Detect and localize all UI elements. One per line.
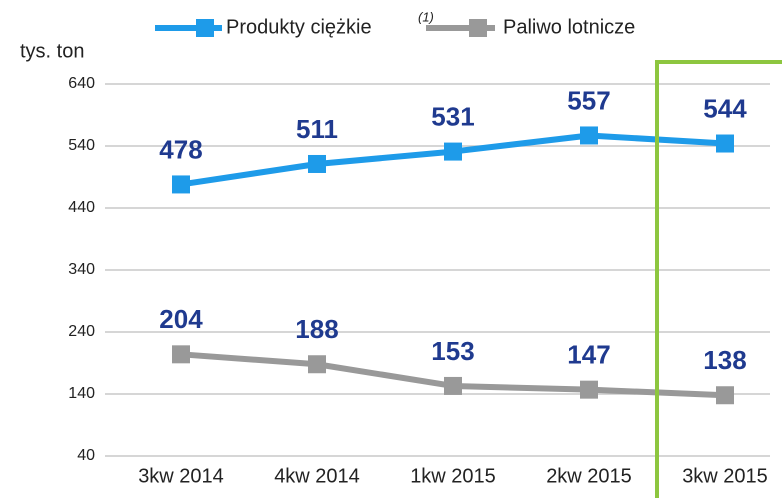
legend-label: Produkty ciężkie (226, 16, 372, 38)
marker (444, 142, 462, 161)
legend-superscript: (1) (418, 9, 434, 24)
marker (308, 154, 326, 173)
y-tick-label: 40 (77, 447, 95, 464)
data-label: 138 (703, 345, 746, 375)
marker (716, 386, 734, 405)
marker (716, 134, 734, 153)
data-label: 478 (159, 134, 202, 164)
legend-marker (469, 19, 487, 37)
marker (172, 175, 190, 194)
data-label: 147 (567, 340, 610, 370)
legend-label: Paliwo lotnicze (503, 16, 635, 38)
y-tick-label: 240 (68, 323, 95, 340)
y-tick-label: 540 (68, 137, 95, 154)
legend-marker (196, 19, 214, 37)
data-label: 544 (703, 93, 747, 123)
x-tick-label: 1kw 2015 (410, 465, 496, 487)
data-label: 188 (295, 314, 338, 344)
x-tick-label: 3kw 2014 (138, 465, 224, 487)
x-tick-label: 3kw 2015 (682, 465, 768, 487)
marker (308, 355, 326, 374)
y-tick-label: 340 (68, 261, 95, 278)
marker (444, 376, 462, 395)
x-tick-label: 2kw 2015 (546, 465, 632, 487)
marker (580, 380, 598, 399)
y-tick-label: 140 (68, 385, 95, 402)
data-label: 511 (296, 114, 338, 144)
y-tick-label: 440 (68, 199, 95, 216)
y-axis-label: tys. ton (20, 40, 84, 62)
data-label: 557 (567, 85, 610, 115)
data-label: 531 (431, 101, 474, 131)
data-label: 204 (159, 304, 203, 334)
marker (172, 345, 190, 364)
highlight-box (655, 60, 782, 498)
marker (580, 126, 598, 145)
x-tick-label: 4kw 2014 (274, 465, 360, 487)
y-tick-label: 640 (68, 75, 95, 92)
data-label: 153 (431, 336, 474, 366)
